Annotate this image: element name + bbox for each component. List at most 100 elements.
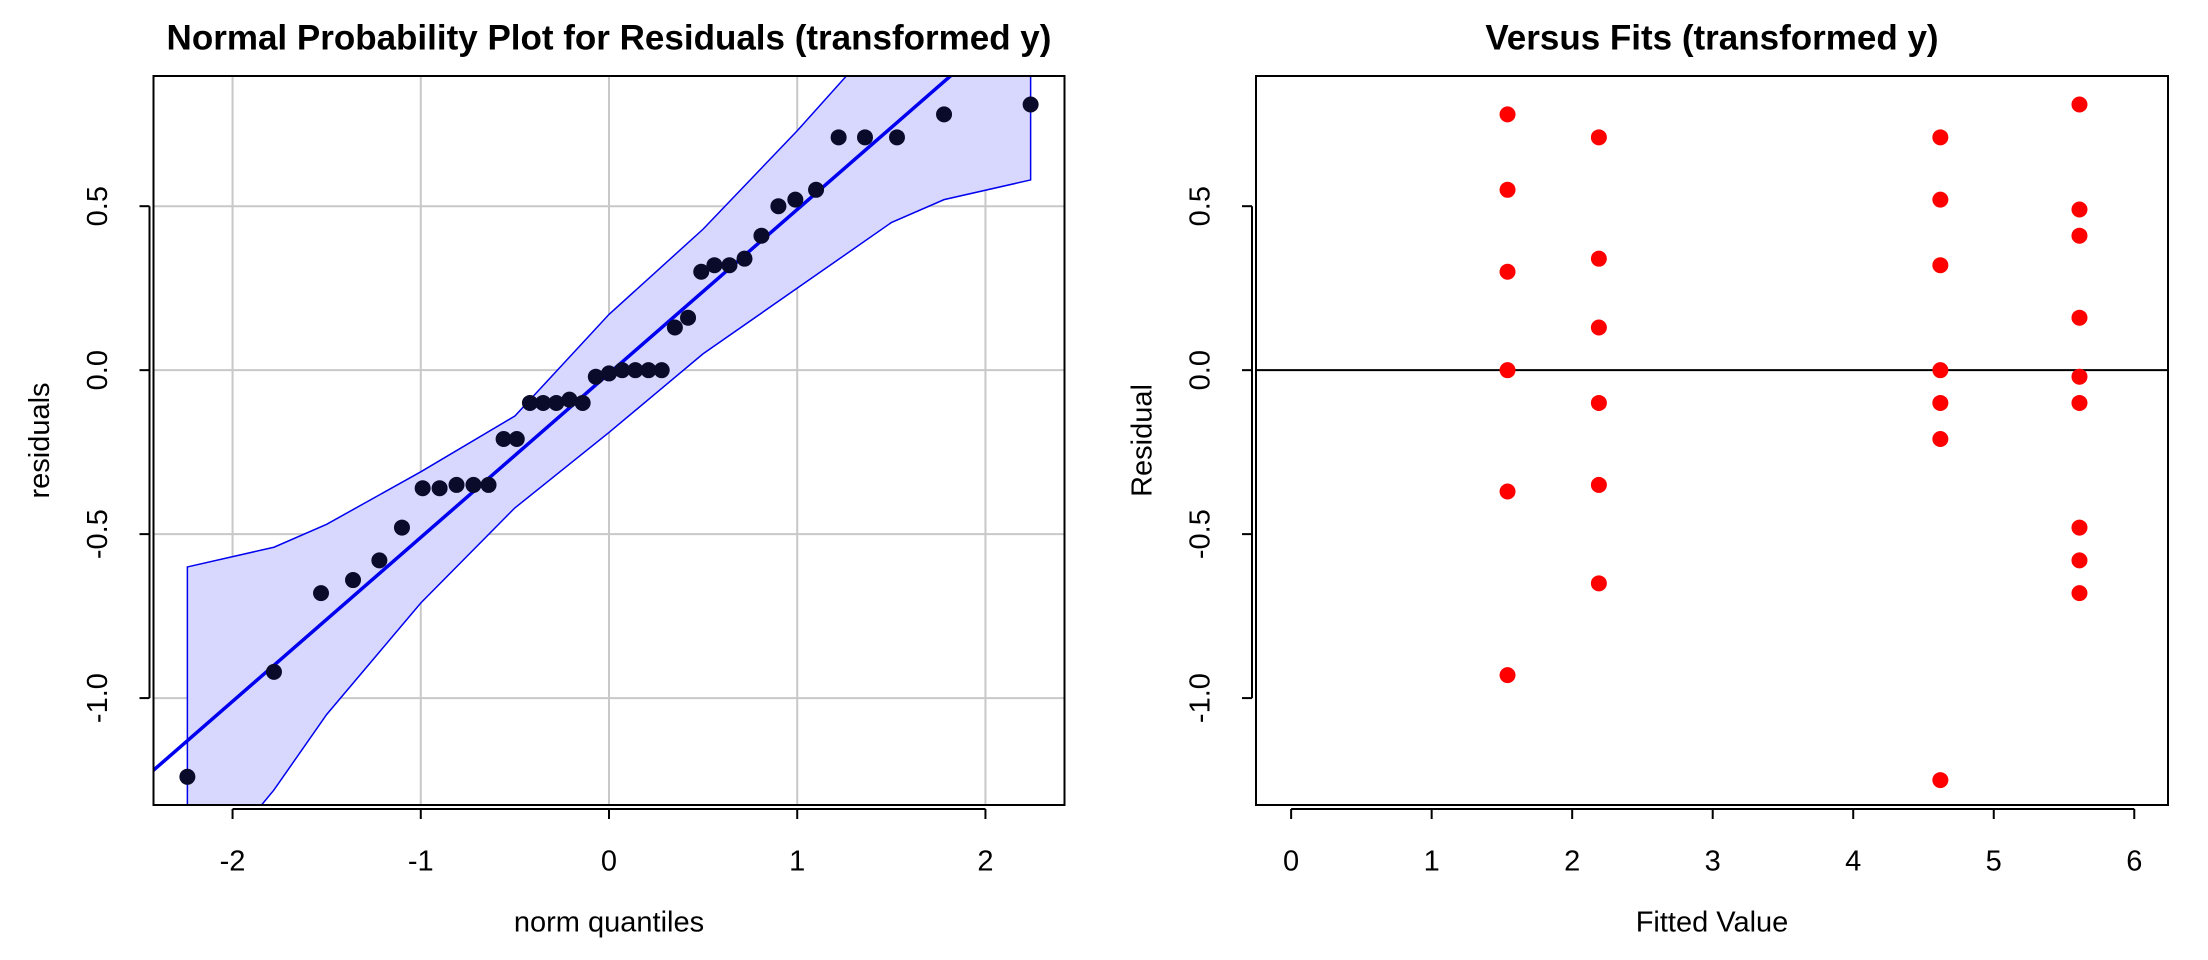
point	[2071, 96, 2088, 113]
y-tick-label: -0.5	[82, 509, 114, 559]
point	[693, 263, 710, 280]
point	[936, 106, 953, 123]
point	[1590, 575, 1607, 592]
point	[465, 476, 482, 493]
point	[1590, 394, 1607, 411]
x-tick-label: 3	[1705, 846, 1721, 878]
point	[808, 181, 825, 198]
point	[830, 129, 847, 146]
point	[2071, 201, 2088, 218]
point	[508, 431, 525, 448]
point	[265, 663, 282, 680]
point	[1499, 667, 1516, 684]
y-tick-label: -1.0	[82, 673, 114, 723]
x-axis-label: Fitted Value	[1636, 907, 1789, 939]
point	[2071, 309, 2088, 326]
point	[721, 257, 738, 274]
point	[888, 129, 905, 146]
plot-area	[1256, 96, 2168, 789]
point	[371, 552, 388, 569]
point	[653, 362, 670, 379]
point	[601, 365, 617, 382]
point	[480, 476, 497, 493]
point	[1499, 483, 1516, 500]
x-tick-label: 2	[977, 846, 993, 878]
point	[753, 227, 770, 244]
x-tick-label: 1	[789, 846, 805, 878]
x-tick-label: 6	[2126, 846, 2142, 878]
point	[2071, 227, 2088, 244]
point	[345, 572, 362, 589]
x-tick-label: 1	[1424, 846, 1440, 878]
point	[1022, 96, 1039, 113]
x-tick-label: 4	[1845, 846, 1861, 878]
point	[535, 394, 552, 411]
y-tick-label: 0.5	[82, 186, 114, 226]
point	[495, 431, 512, 448]
point	[640, 362, 657, 379]
point	[587, 368, 604, 385]
panel: 0 1 2 3 4 5 6 -1.0 -0.5 0.0 0.5 Versus Fits (transf…	[1127, 18, 2169, 939]
x-tick-label: 0	[1283, 846, 1299, 878]
point	[1932, 394, 1949, 411]
point	[1932, 772, 1949, 789]
point	[2071, 368, 2088, 385]
y-tick-label: -0.5	[1185, 509, 1217, 559]
point	[548, 394, 565, 411]
point	[706, 257, 723, 274]
point	[521, 394, 538, 411]
point	[313, 585, 330, 602]
point	[770, 198, 787, 215]
x-tick-label: -2	[220, 846, 246, 878]
chart-title: Normal Probability Plot for Residuals (t…	[167, 18, 1052, 57]
point	[1590, 250, 1607, 267]
point	[1499, 106, 1516, 123]
x-tick-label: 0	[601, 846, 617, 878]
y-axis-label: Residual	[1127, 384, 1159, 497]
point	[2071, 519, 2088, 536]
point	[2071, 585, 2088, 602]
point	[614, 362, 631, 379]
point	[680, 309, 697, 326]
point	[1499, 181, 1516, 198]
x-tick-label: 2	[1564, 846, 1580, 878]
point	[414, 480, 431, 497]
x-tick-label: -1	[408, 846, 434, 878]
y-tick-label: 0.5	[1185, 186, 1217, 226]
point	[431, 480, 448, 497]
point	[448, 476, 465, 493]
point	[1590, 476, 1607, 493]
y-tick-label: 0.0	[1185, 350, 1217, 390]
point	[1590, 129, 1607, 146]
point	[574, 394, 591, 411]
point	[561, 391, 578, 408]
point	[2071, 394, 2088, 411]
point	[1932, 431, 1949, 448]
point	[393, 519, 410, 536]
point	[736, 250, 753, 267]
point	[1932, 257, 1949, 274]
confidence-band	[186, 76, 1032, 805]
x-tick-label: 5	[1986, 846, 2002, 878]
point	[1932, 362, 1949, 379]
plot-frame	[1255, 75, 2169, 806]
panel: -2 -1 0 1 2 -1.0 -0.5 0.0 0.5 Normal Probability …	[24, 18, 1066, 939]
point	[787, 191, 804, 208]
y-tick-label: 0.0	[82, 350, 114, 390]
chart-title: Versus Fits (transformed y)	[1485, 18, 1938, 57]
y-tick-label: -1.0	[1185, 673, 1217, 723]
plot-frame	[152, 75, 1066, 806]
point	[1590, 319, 1607, 336]
point	[1932, 191, 1949, 208]
point	[1499, 263, 1516, 280]
point	[1932, 129, 1949, 146]
plot-area	[153, 76, 1065, 805]
x-axis-label: norm quantiles	[514, 907, 704, 939]
point	[179, 768, 196, 785]
point	[627, 362, 644, 379]
point	[1499, 362, 1516, 379]
point	[666, 319, 683, 336]
y-axis-label: residuals	[24, 382, 56, 498]
